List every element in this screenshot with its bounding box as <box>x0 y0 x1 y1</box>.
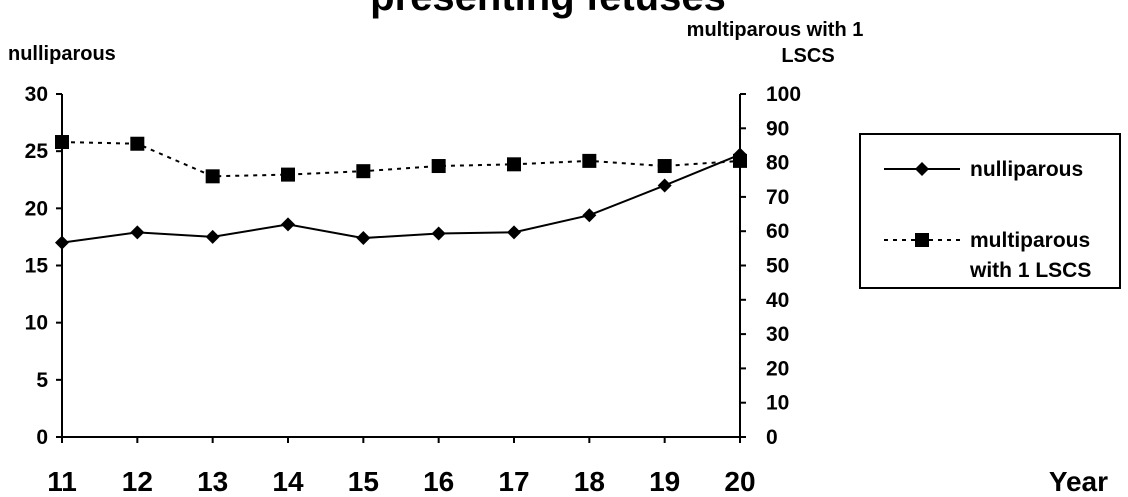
legend-box <box>859 133 1121 289</box>
x-tick-label: 15 <box>348 466 379 497</box>
right-tick-label: 80 <box>766 152 789 175</box>
right-tick-label: 40 <box>766 289 789 312</box>
data-point-diamond <box>55 235 69 250</box>
x-tick-label: 16 <box>423 466 454 497</box>
data-point-square <box>431 159 446 174</box>
x-tick-label: 13 <box>197 466 228 497</box>
data-point-diamond <box>657 178 672 193</box>
series-layer <box>55 135 747 250</box>
data-point-square <box>582 153 597 168</box>
right-tick-label: 70 <box>766 186 789 209</box>
series-nulliparous <box>55 147 747 250</box>
left-tick-label: 10 <box>25 312 48 335</box>
series-multiparous <box>55 135 747 184</box>
axes <box>61 94 741 438</box>
left-tick-label: 15 <box>25 255 49 278</box>
left-tick-label: 25 <box>25 140 49 163</box>
legend-label-nulliparous: nulliparous <box>970 158 1083 181</box>
legend-label-multiparous-line1: multiparous <box>970 229 1090 252</box>
right-tick-label: 30 <box>766 323 789 346</box>
data-point-square <box>356 164 371 179</box>
legend-items <box>884 162 960 247</box>
right-tick-label: 0 <box>766 426 778 449</box>
x-axis-ticks: 11 12 13 14 15 16 17 18 19 20 <box>47 437 756 497</box>
right-axis-title-line2: LSCS <box>781 45 834 67</box>
left-tick-label: 0 <box>36 426 48 449</box>
x-tick-label: 17 <box>498 466 529 497</box>
x-tick-label: 11 <box>47 466 77 497</box>
x-tick-label: 20 <box>724 466 755 497</box>
data-point-square <box>130 136 145 151</box>
series-line <box>61 141 741 178</box>
right-tick-label: 20 <box>766 357 789 380</box>
right-tick-label: 50 <box>766 255 789 278</box>
x-axis-title: Year <box>1049 466 1108 497</box>
data-point-square <box>55 135 69 150</box>
data-point-diamond <box>356 231 371 246</box>
right-tick-label: 60 <box>766 220 789 243</box>
data-point-diamond <box>130 225 145 240</box>
data-point-diamond <box>582 208 597 223</box>
x-tick-label: 14 <box>272 466 304 497</box>
legend-marker-diamond <box>915 162 929 176</box>
data-point-square <box>507 157 521 172</box>
left-tick-label: 20 <box>25 197 48 220</box>
data-point-square <box>205 169 220 184</box>
chart-title: presenting fetuses <box>370 0 726 19</box>
data-point-diamond <box>281 217 295 232</box>
left-tick-label: 5 <box>36 369 48 392</box>
data-point-diamond <box>431 226 446 241</box>
data-point-diamond <box>507 225 521 240</box>
x-tick-label: 12 <box>122 466 153 497</box>
right-tick-label: 10 <box>766 392 789 415</box>
data-point-square <box>281 167 295 182</box>
right-axis-ticks: 0 10 20 30 40 50 60 70 80 90 100 <box>740 83 801 449</box>
x-tick-label: 18 <box>574 466 605 497</box>
data-point-square <box>733 153 747 168</box>
left-tick-label: 30 <box>25 83 48 106</box>
right-axis-title-line1: multiparous with 1 <box>687 19 864 41</box>
data-point-diamond <box>205 229 220 244</box>
series-line <box>61 153 741 244</box>
x-tick-label: 19 <box>649 466 680 497</box>
legend-marker-square <box>915 233 929 247</box>
left-axis-title: nulliparous <box>8 43 116 65</box>
legend-label-multiparous-line2: with 1 LSCS <box>969 259 1091 282</box>
right-tick-label: 90 <box>766 117 789 140</box>
legend: nulliparous multiparous with 1 LSCS <box>859 133 1121 289</box>
right-tick-label: 100 <box>766 83 801 106</box>
left-axis-ticks: 0 5 10 15 20 25 30 <box>25 83 62 449</box>
data-point-square <box>657 159 672 174</box>
